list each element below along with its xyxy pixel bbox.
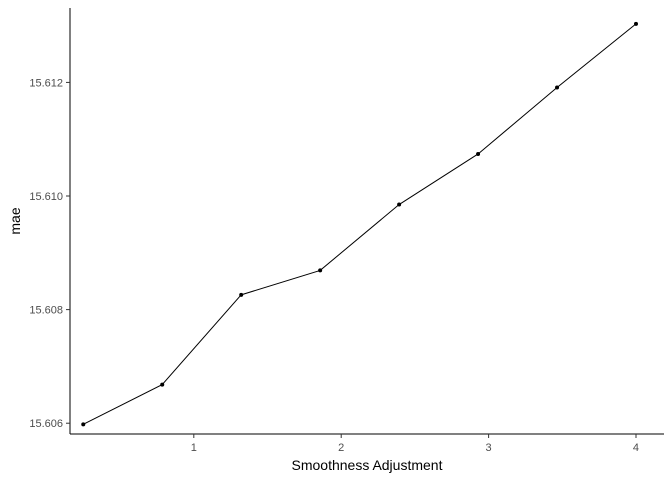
x-tick-label: 4: [633, 442, 639, 454]
x-tick-label: 2: [338, 442, 344, 454]
x-axis-title: Smoothness Adjustment: [292, 457, 443, 473]
series-layer: [81, 21, 638, 427]
data-point: [239, 292, 244, 297]
data-point: [397, 202, 402, 207]
y-axis-title: mae: [7, 207, 23, 234]
x-ticks: 1 2 3 4: [191, 434, 639, 454]
y-tick-label: 15.606: [29, 418, 63, 430]
y-tick-label: 15.612: [29, 77, 63, 89]
x-tick-label: 1: [191, 442, 197, 454]
data-point: [633, 21, 638, 26]
x-tick-label: 3: [486, 442, 492, 454]
data-point: [318, 268, 323, 273]
y-tick-label: 15.610: [29, 191, 63, 203]
data-point: [476, 151, 481, 156]
plot-panel: 15.606 15.608 15.610 15.612 1 2 3 4: [29, 8, 664, 454]
data-point: [160, 382, 165, 387]
data-point: [555, 85, 560, 90]
y-ticks: 15.606 15.608 15.610 15.612: [29, 77, 70, 430]
series-line: [83, 23, 637, 425]
data-point: [81, 422, 86, 427]
y-tick-label: 15.608: [29, 305, 63, 317]
